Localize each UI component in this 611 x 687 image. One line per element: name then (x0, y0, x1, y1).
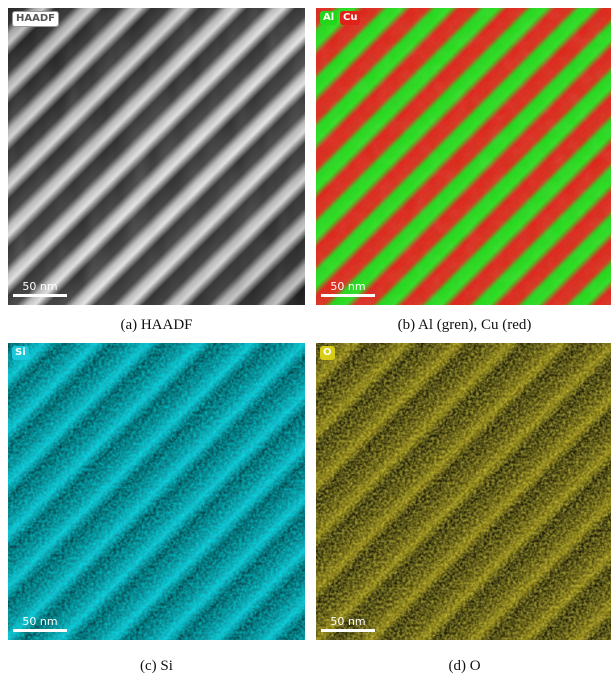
al-cu-map-panel: Al Cu 50 nm (316, 8, 611, 305)
si-map-panel: Si 50 nm (8, 343, 305, 640)
scale-bar-line (13, 629, 67, 632)
haadf-image (8, 8, 305, 305)
al-label-badge: Al (320, 11, 338, 25)
o-label-badge: O (320, 346, 335, 360)
si-map-image (8, 343, 305, 640)
caption-a: (a) HAADF (120, 317, 193, 333)
si-label-badge: Si (12, 346, 29, 360)
scale-bar-line (321, 629, 375, 632)
scale-bar-line (321, 294, 375, 297)
caption-d: (d) O (448, 658, 481, 674)
scale-bar-label: 50 nm (22, 615, 58, 628)
scale-bar-label: 50 nm (330, 280, 366, 293)
scale-bar-label: 50 nm (330, 615, 366, 628)
scale-bar: 50 nm (13, 281, 67, 297)
caption-b: (b) Al (gren), Cu (red) (397, 317, 532, 333)
scale-bar-line (13, 294, 67, 297)
al-cu-map-image (316, 8, 611, 305)
o-map-panel: O 50 nm (316, 343, 611, 640)
cu-label-badge: Cu (340, 11, 361, 25)
caption-c: (c) Si (140, 658, 173, 674)
o-map-image (316, 343, 611, 640)
haadf-image-panel: HAADF 50 nm (8, 8, 305, 305)
scale-bar: 50 nm (321, 281, 375, 297)
haadf-label-badge: HAADF (12, 11, 59, 27)
scale-bar-label: 50 nm (22, 280, 58, 293)
scale-bar: 50 nm (13, 616, 67, 632)
scale-bar: 50 nm (321, 616, 375, 632)
